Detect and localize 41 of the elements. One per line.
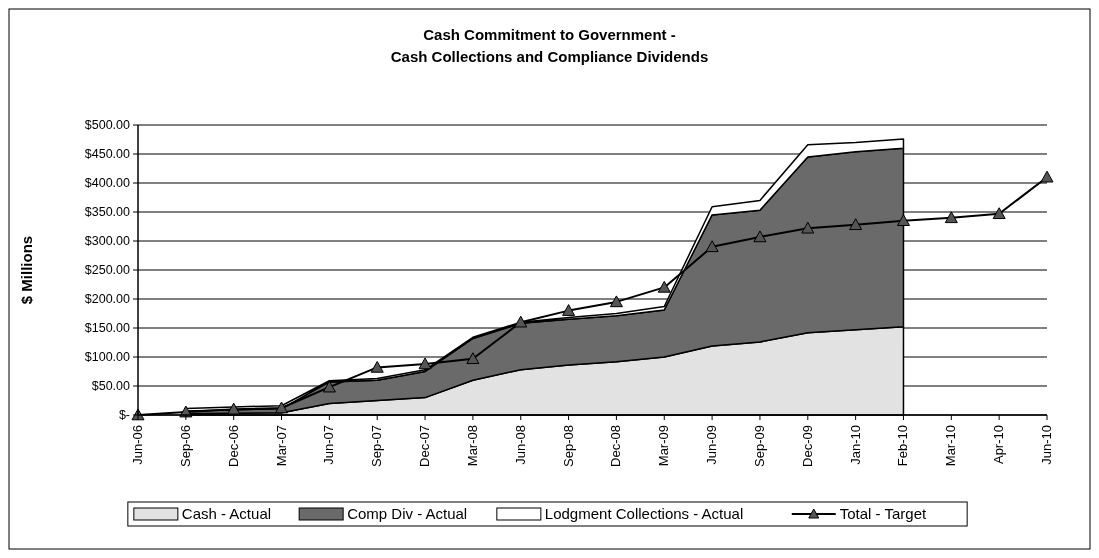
x-tick-label: Mar-09 bbox=[656, 425, 672, 467]
x-tick-label: Sep-08 bbox=[560, 425, 576, 467]
x-tick-label: Jun-09 bbox=[704, 425, 720, 465]
x-tick-label: Mar-07 bbox=[273, 425, 289, 467]
point bbox=[944, 211, 958, 224]
x-tick-label: Dec-07 bbox=[417, 425, 433, 467]
y-tick-label: $250.00 bbox=[84, 263, 131, 278]
legend-label: Total - Target bbox=[839, 505, 928, 523]
y-axis-title: $ Millions bbox=[18, 235, 35, 305]
chart-title: Cash Commitment to Government - bbox=[423, 26, 676, 43]
chart-subtitle: Cash Collections and Compliance Dividends bbox=[390, 48, 709, 65]
x-tick-label: Sep-07 bbox=[369, 425, 385, 467]
legend-label: Cash - Actual bbox=[181, 505, 272, 523]
y-tick-label: $400.00 bbox=[84, 176, 131, 191]
y-tick-label: $450.00 bbox=[84, 147, 131, 162]
y-tick-label: $500.00 bbox=[84, 118, 131, 133]
y-tick-label: $300.00 bbox=[84, 234, 131, 249]
x-tick-label: Jun-10 bbox=[1039, 425, 1054, 465]
x-tick-label: Dec-06 bbox=[225, 425, 241, 467]
x-tick-label: Jun-06 bbox=[130, 425, 145, 465]
y-tick-label: $350.00 bbox=[84, 205, 131, 220]
y-tick-label: $150.00 bbox=[84, 321, 131, 336]
x-tick-label: Jun-07 bbox=[321, 425, 337, 465]
y-tick-label: $100.00 bbox=[84, 350, 131, 365]
legend-label: Comp Div - Actual bbox=[347, 505, 468, 523]
x-tick-label: Dec-09 bbox=[799, 425, 815, 467]
x-tick-label: Dec-08 bbox=[608, 425, 624, 467]
x-tick-label: Jan-10 bbox=[847, 425, 863, 465]
x-tick-label: Sep-06 bbox=[177, 425, 193, 467]
x-tick-label: Mar-10 bbox=[943, 425, 959, 467]
y-tick-label: $50.00 bbox=[91, 379, 131, 394]
x-tick-label: Mar-08 bbox=[464, 425, 480, 467]
point bbox=[1040, 170, 1054, 183]
y-tick-label: $- bbox=[118, 408, 130, 423]
x-tick-label: Feb-10 bbox=[895, 425, 911, 467]
x-tick-label: Apr-10 bbox=[991, 425, 1007, 465]
x-tick-label: Jun-08 bbox=[512, 425, 528, 465]
point bbox=[992, 207, 1006, 220]
y-tick-label: $200.00 bbox=[84, 292, 131, 307]
legend-label: Lodgment Collections - Actual bbox=[544, 505, 744, 523]
x-tick-label: Sep-09 bbox=[751, 425, 767, 467]
